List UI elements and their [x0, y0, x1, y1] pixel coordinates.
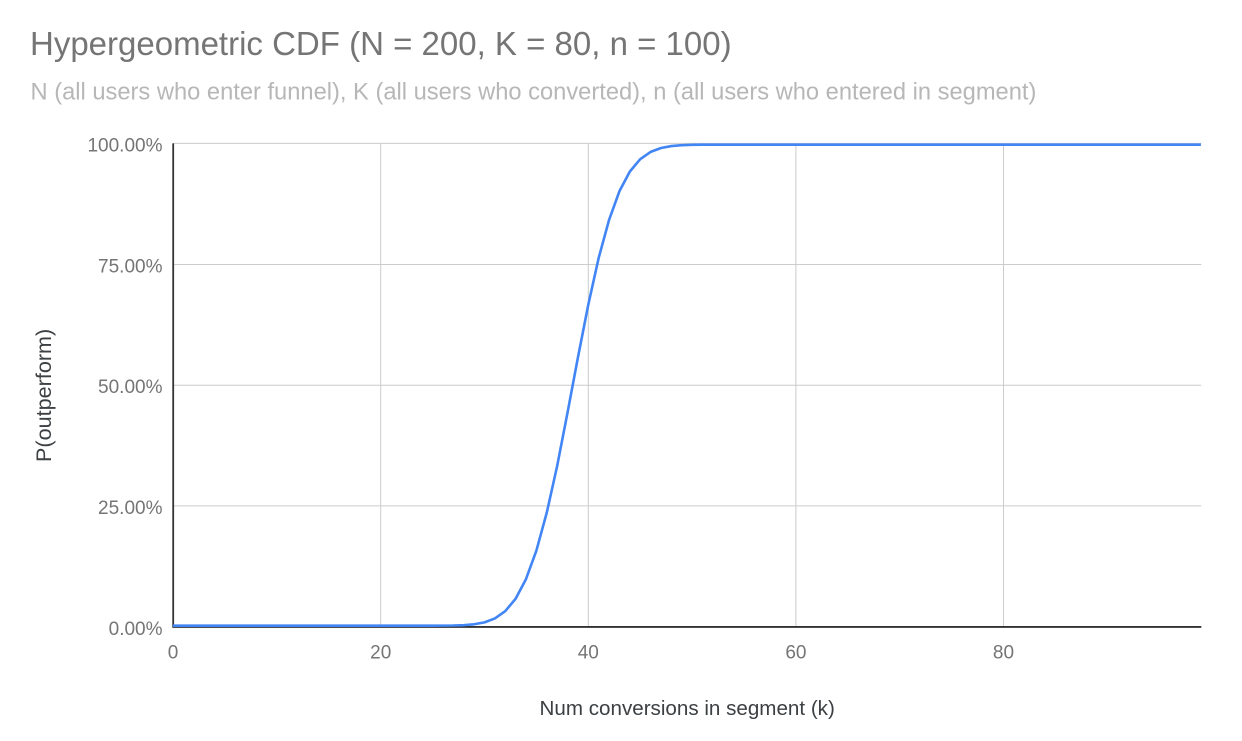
svg-text:0.00%: 0.00% — [109, 619, 163, 640]
svg-text:25.00%: 25.00% — [98, 498, 163, 519]
svg-text:60: 60 — [785, 643, 806, 664]
svg-text:20: 20 — [370, 643, 391, 664]
svg-text:80: 80 — [993, 643, 1014, 664]
svg-text:Num conversions in segment (k): Num conversions in segment (k) — [540, 697, 835, 720]
svg-text:40: 40 — [578, 643, 599, 664]
svg-text:P(outperform): P(outperform) — [31, 329, 56, 462]
svg-text:100.00%: 100.00% — [87, 135, 162, 156]
svg-text:Hypergeometric CDF (N = 200, K: Hypergeometric CDF (N = 200, K = 80, n =… — [30, 25, 732, 62]
svg-text:N (all users who enter funnel): N (all users who enter funnel), K (all u… — [31, 80, 1037, 106]
svg-text:50.00%: 50.00% — [98, 377, 163, 398]
svg-text:0: 0 — [168, 643, 179, 664]
svg-text:75.00%: 75.00% — [98, 256, 163, 277]
